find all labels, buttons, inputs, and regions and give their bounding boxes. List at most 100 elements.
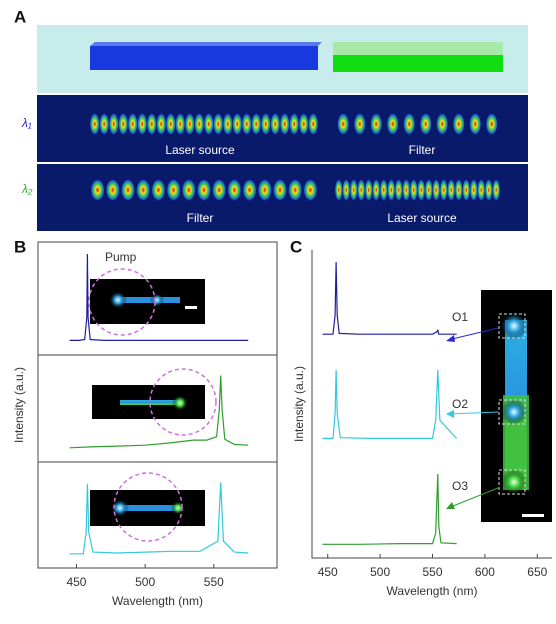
scale-bar <box>522 514 544 517</box>
green-bar <box>333 55 503 72</box>
field-lobe <box>425 179 433 201</box>
field-lobe <box>357 179 365 201</box>
field-lobe <box>223 113 233 135</box>
field-lobe <box>106 179 120 201</box>
field-lobe <box>420 113 432 135</box>
x-tick-label: 450 <box>66 575 86 589</box>
field-lobe <box>492 179 500 201</box>
blue-bar-top <box>90 42 322 46</box>
field-lobe <box>455 179 463 201</box>
field-lobe <box>402 179 410 201</box>
field-lobe <box>462 179 470 201</box>
field-lobe <box>365 179 373 201</box>
glow <box>171 501 185 515</box>
field-lobe <box>194 113 204 135</box>
wavelength-label: λ₁ <box>21 116 32 130</box>
insets-b <box>89 269 216 541</box>
field-lobe <box>354 113 366 135</box>
field-lobe <box>118 113 128 135</box>
field-lobe <box>128 113 138 135</box>
field-lobe <box>167 179 181 201</box>
x-tick-label: 550 <box>204 575 224 589</box>
field-lobe <box>387 113 399 135</box>
field-lobe <box>370 113 382 135</box>
spectrum <box>323 474 457 544</box>
field-lobe <box>243 179 257 201</box>
field-lobe <box>147 113 157 135</box>
blue-bar <box>90 46 318 70</box>
x-tick-label: 450 <box>318 565 338 579</box>
field-lobe <box>273 179 287 201</box>
field-lobe <box>136 179 150 201</box>
glow <box>501 469 527 495</box>
field-lobe <box>258 179 272 201</box>
field-lobe <box>182 179 196 201</box>
x-tick-label: 650 <box>527 565 547 579</box>
field-lobe <box>387 179 395 201</box>
glow <box>109 291 127 309</box>
annotation: Pump <box>105 250 137 264</box>
field-lobe <box>299 113 309 135</box>
field-lobe <box>303 179 317 201</box>
field-lobe <box>395 179 403 201</box>
field-lobe <box>227 179 241 201</box>
y-axis-label: Intensity (a.u.) <box>292 366 306 442</box>
field-lobe <box>470 179 478 201</box>
region-label: Filter <box>409 143 436 157</box>
field-lobe <box>403 113 415 135</box>
field-lobe <box>99 113 109 135</box>
spectrum <box>323 262 457 334</box>
field-lobe <box>308 113 318 135</box>
field-lobe <box>270 113 280 135</box>
field-lobe <box>337 113 349 135</box>
panel-label: B <box>14 237 26 256</box>
x-tick-label: 600 <box>475 565 495 579</box>
field-lobe <box>213 113 223 135</box>
field-lobe <box>232 113 242 135</box>
arrowhead <box>446 335 455 342</box>
annotation: O1 <box>452 310 468 324</box>
panel-label: C <box>290 237 302 256</box>
glow <box>150 293 164 307</box>
glow <box>172 395 188 411</box>
field-lobe <box>335 179 343 201</box>
field-lobe <box>289 113 299 135</box>
region-label: Filter <box>187 211 214 225</box>
field-lobe <box>121 179 135 201</box>
field-lobe <box>453 113 465 135</box>
field-lobe <box>350 179 358 201</box>
field-lobe <box>447 179 455 201</box>
region-label: Laser source <box>165 143 235 157</box>
field-lobe <box>91 179 105 201</box>
annotation: O2 <box>452 397 468 411</box>
panel-label: A <box>14 7 26 26</box>
field-lobe <box>417 179 425 201</box>
x-tick-label: 550 <box>423 565 443 579</box>
field-lobe <box>288 179 302 201</box>
scale-bar <box>185 306 197 309</box>
field-lobe <box>380 179 388 201</box>
field-lobe <box>440 179 448 201</box>
field-lobe <box>156 113 166 135</box>
field-lobe <box>197 179 211 201</box>
green-bar-top <box>333 42 503 55</box>
panel-a: A λ₁ λ₂ Laser source Filter Filter Laser… <box>14 7 528 231</box>
field-lobe <box>485 179 493 201</box>
field-lobe <box>261 113 271 135</box>
field-lobe <box>486 113 498 135</box>
field-lobe <box>175 113 185 135</box>
field-lobe <box>185 113 195 135</box>
field-lobe <box>280 113 290 135</box>
field-lobe <box>109 113 119 135</box>
spectrum <box>323 370 457 438</box>
field-lobe <box>436 113 448 135</box>
field-lobe <box>410 179 418 201</box>
x-tick-label: 500 <box>370 565 390 579</box>
field-lobe <box>90 113 100 135</box>
x-tick-label: 500 <box>135 575 155 589</box>
glow <box>500 312 528 340</box>
glow <box>501 399 527 425</box>
figure: A λ₁ λ₂ Laser source Filter Filter Laser… <box>0 0 556 619</box>
x-axis-label: Wavelength (nm) <box>112 594 203 608</box>
field-lobe <box>137 113 147 135</box>
